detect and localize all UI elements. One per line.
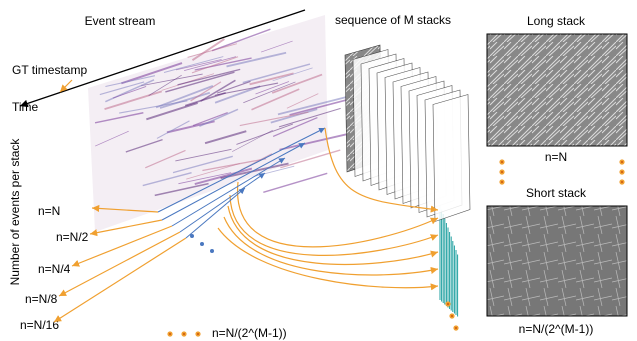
level-arrow [54,238,186,322]
dot-center [621,181,623,183]
long-stack-label: n=N [545,150,567,164]
long-stack-image [487,34,627,146]
level-label: n=N/8 [25,292,58,306]
frame [433,95,470,222]
level-label: n=N/2 [56,230,89,244]
stack-frames [345,45,470,317]
blue-dot [210,249,214,253]
dot-center [501,181,503,183]
dot-center [183,333,185,335]
blue-dot [200,242,204,246]
stacks-title: sequence of M stacks [335,13,451,27]
dot-center [621,171,623,173]
time-label: Time [12,100,39,114]
level-label: n=N/4 [38,262,71,276]
dot-center [501,171,503,173]
gt-label: GT timestamp [12,63,87,77]
dot-center [169,333,171,335]
dot-center [501,161,503,163]
blue-dot [190,234,194,238]
dot-center [455,327,457,329]
axis-label: Number of events per stack [8,138,22,286]
level-label: n=N/16 [20,318,59,332]
dot-center [451,315,453,317]
level-label: n=N [38,204,60,218]
dot-center [447,303,449,305]
short-stack-image [487,206,627,316]
dot-center [197,333,199,335]
long-stack-title: Long stack [527,14,586,28]
figure: Event stream GT timestamp Time Number of… [0,0,637,341]
short-stack-title: Short stack [526,186,587,200]
streak [263,173,327,192]
dot-center [621,161,623,163]
short-stack-label: n=N/(2^(M-1)) [519,322,594,336]
last-level-label: n=N/(2^(M-1)) [212,326,287,340]
event-stream-title: Event stream [85,14,156,28]
